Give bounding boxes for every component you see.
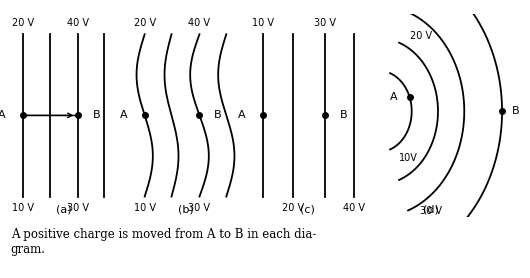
- Text: B: B: [340, 110, 347, 120]
- Text: B: B: [92, 110, 100, 120]
- Text: 40 V: 40 V: [189, 18, 210, 28]
- Text: 30 V: 30 V: [67, 203, 89, 213]
- Text: 40 V: 40 V: [67, 18, 89, 28]
- Text: A: A: [120, 110, 128, 120]
- Text: 20 V: 20 V: [410, 31, 432, 41]
- Text: 30 V: 30 V: [314, 18, 336, 28]
- Text: A: A: [0, 110, 6, 120]
- Text: 10 V: 10 V: [252, 18, 274, 28]
- Text: 30 V: 30 V: [420, 206, 442, 216]
- Text: 20 V: 20 V: [282, 203, 304, 213]
- Text: (d): (d): [423, 205, 439, 215]
- Text: B: B: [511, 106, 519, 116]
- Text: A: A: [390, 92, 397, 102]
- Text: 20 V: 20 V: [12, 18, 34, 28]
- Text: B: B: [214, 110, 222, 120]
- Text: A positive charge is moved from A to B in each dia-
gram.: A positive charge is moved from A to B i…: [11, 228, 316, 256]
- Text: 10 V: 10 V: [134, 203, 156, 213]
- Text: 10V: 10V: [399, 153, 418, 163]
- Text: 20 V: 20 V: [134, 18, 156, 28]
- Text: 40 V: 40 V: [343, 203, 365, 213]
- Text: (c): (c): [300, 205, 315, 215]
- Text: (a): (a): [56, 205, 72, 215]
- Text: 10 V: 10 V: [12, 203, 34, 213]
- Text: 30 V: 30 V: [189, 203, 210, 213]
- Text: (b): (b): [178, 205, 193, 215]
- Text: A: A: [238, 110, 246, 120]
